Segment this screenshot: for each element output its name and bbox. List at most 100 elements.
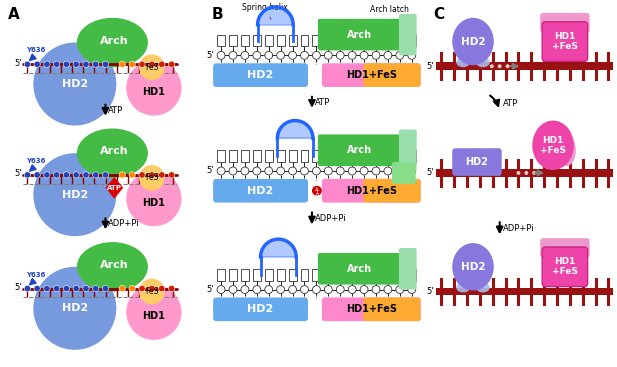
Circle shape <box>217 286 225 294</box>
Circle shape <box>159 286 165 292</box>
Text: HD2: HD2 <box>247 70 274 80</box>
Circle shape <box>336 167 344 175</box>
Circle shape <box>498 64 502 68</box>
Ellipse shape <box>77 18 148 67</box>
Circle shape <box>126 60 181 116</box>
Bar <box>336 269 344 281</box>
Circle shape <box>54 172 60 178</box>
Text: HD1
+FeS: HD1 +FeS <box>552 258 578 276</box>
Text: Arch latch: Arch latch <box>370 5 408 24</box>
Circle shape <box>241 167 249 175</box>
Text: T: T <box>315 190 318 195</box>
Circle shape <box>73 61 80 68</box>
Text: HD2: HD2 <box>465 157 489 167</box>
FancyBboxPatch shape <box>540 13 590 33</box>
Text: ADP+Pi: ADP+Pi <box>503 224 534 233</box>
Circle shape <box>44 286 50 292</box>
Circle shape <box>73 172 80 178</box>
Bar <box>360 150 368 162</box>
Text: Arch: Arch <box>347 264 372 274</box>
Circle shape <box>336 286 344 294</box>
Ellipse shape <box>452 18 494 65</box>
FancyBboxPatch shape <box>322 297 421 321</box>
Text: HD2: HD2 <box>461 262 486 272</box>
Text: 5': 5' <box>426 168 434 177</box>
Bar <box>372 34 380 47</box>
Text: HD1: HD1 <box>143 87 165 97</box>
Circle shape <box>129 286 135 292</box>
Circle shape <box>372 286 380 294</box>
Circle shape <box>265 167 273 175</box>
Circle shape <box>408 286 416 294</box>
Circle shape <box>168 286 175 292</box>
Bar <box>372 269 380 281</box>
Ellipse shape <box>456 283 470 292</box>
Text: FeS: FeS <box>145 63 159 72</box>
Text: HD1
+FeS: HD1 +FeS <box>552 32 578 51</box>
Circle shape <box>139 279 165 304</box>
Circle shape <box>372 51 380 59</box>
Circle shape <box>300 286 308 294</box>
Bar <box>241 269 249 281</box>
Text: FeS: FeS <box>145 287 159 296</box>
Circle shape <box>360 51 368 59</box>
Circle shape <box>93 172 99 178</box>
Circle shape <box>149 286 155 292</box>
Circle shape <box>139 61 145 68</box>
Bar <box>276 34 284 47</box>
Circle shape <box>64 61 70 68</box>
Bar <box>265 34 273 47</box>
Circle shape <box>265 51 273 59</box>
Bar <box>408 269 416 281</box>
Circle shape <box>312 167 320 175</box>
Circle shape <box>64 286 70 292</box>
Text: HD2: HD2 <box>247 304 274 314</box>
Circle shape <box>253 167 261 175</box>
Text: HD2: HD2 <box>62 303 88 313</box>
Text: ATP: ATP <box>315 98 330 107</box>
Bar <box>241 34 249 47</box>
Circle shape <box>276 167 284 175</box>
Circle shape <box>54 286 60 292</box>
FancyBboxPatch shape <box>213 63 308 87</box>
Circle shape <box>384 286 392 294</box>
Ellipse shape <box>489 164 500 174</box>
Polygon shape <box>258 7 293 25</box>
Circle shape <box>44 172 50 178</box>
Circle shape <box>360 167 368 175</box>
Circle shape <box>54 61 60 68</box>
Circle shape <box>229 51 237 59</box>
Circle shape <box>64 172 70 178</box>
FancyBboxPatch shape <box>392 162 416 184</box>
Bar <box>300 269 308 281</box>
Circle shape <box>289 167 297 175</box>
Bar <box>265 150 273 162</box>
Bar <box>372 150 380 162</box>
Text: 5': 5' <box>14 283 22 292</box>
Circle shape <box>119 286 125 292</box>
Circle shape <box>300 167 308 175</box>
Circle shape <box>384 51 392 59</box>
Circle shape <box>289 51 297 59</box>
Circle shape <box>139 172 145 178</box>
Circle shape <box>325 51 333 59</box>
Circle shape <box>168 61 175 68</box>
Text: 5': 5' <box>14 59 22 68</box>
FancyBboxPatch shape <box>399 14 416 55</box>
Bar <box>348 269 356 281</box>
Text: Arch: Arch <box>100 146 129 156</box>
Circle shape <box>325 167 333 175</box>
FancyBboxPatch shape <box>318 134 401 166</box>
Bar <box>325 150 333 162</box>
FancyBboxPatch shape <box>322 179 421 203</box>
Ellipse shape <box>476 283 490 292</box>
Ellipse shape <box>456 57 470 67</box>
Circle shape <box>241 51 249 59</box>
Bar <box>436 62 613 70</box>
Text: HD2: HD2 <box>461 37 486 47</box>
Text: 5': 5' <box>426 62 434 71</box>
Bar <box>217 269 225 281</box>
Circle shape <box>83 172 89 178</box>
Bar <box>348 34 356 47</box>
Text: HD2: HD2 <box>247 186 274 196</box>
